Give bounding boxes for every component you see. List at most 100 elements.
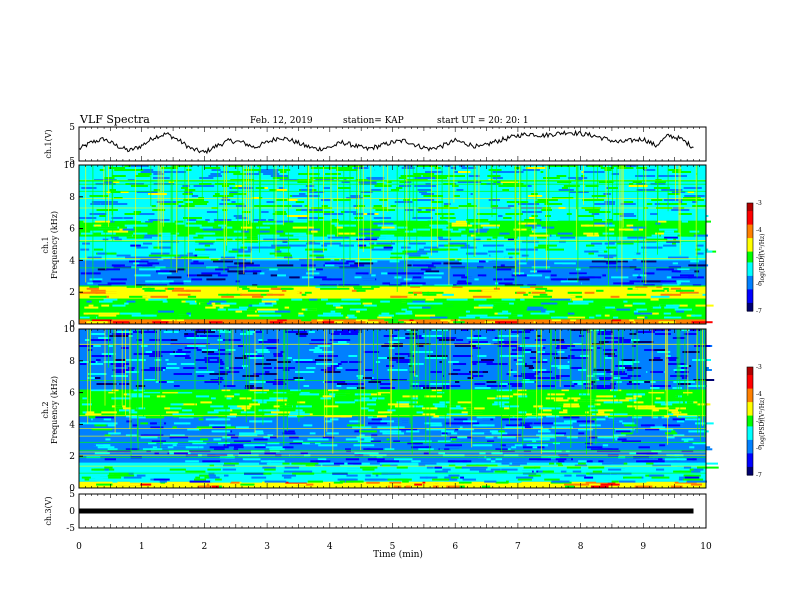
spectrogram-cell: [213, 393, 220, 396]
spectrogram-cell: [223, 282, 241, 285]
spectrogram-cell: [687, 401, 694, 404]
spectrogram-cell: [388, 351, 407, 353]
spectrogram-cell: [408, 363, 424, 365]
spectrogram-cell: [360, 308, 376, 311]
spectrogram-cell: [311, 389, 320, 392]
colorbar-cell: [747, 243, 753, 247]
spectrogram-cell: [309, 254, 324, 257]
spectrogram-cell: [655, 291, 664, 294]
spectrogram-cell: [241, 464, 259, 467]
spectrogram-cell: [601, 377, 613, 379]
spectrogram-cell: [107, 230, 129, 233]
spectrogram-cell: [595, 395, 614, 398]
spectrogram-cell: [654, 458, 663, 461]
colorbar-cell: [747, 372, 753, 376]
spectrogram-cell: [621, 319, 628, 322]
spectrogram-cell: [471, 466, 488, 469]
spectrogram-cell: [80, 361, 98, 363]
y-tick-label: -5: [66, 524, 75, 534]
spectrogram-cell: [336, 226, 343, 229]
spectrogram-cell: [481, 359, 495, 361]
spectrogram-cell: [646, 203, 653, 205]
spectrogram-cell: [227, 405, 246, 408]
spectrogram-cell: [425, 215, 443, 217]
spectrogram-cell: [226, 397, 232, 400]
spectrogram-cell: [507, 191, 518, 193]
spectrogram-cell: [688, 450, 701, 453]
spectrogram-cell: [469, 405, 485, 408]
spectrogram-cell: [149, 219, 170, 221]
spectrogram-cell: [152, 209, 171, 211]
spectrogram-cell: [616, 242, 634, 245]
spectrogram-cell: [124, 302, 129, 305]
spectrogram-cell: [170, 434, 185, 437]
spectrogram-cell: [331, 219, 339, 221]
y-tick-label: 2: [69, 288, 75, 298]
spectrogram-cell: [359, 228, 381, 231]
spectrogram-cell: [139, 379, 144, 381]
colorbar-cell: [747, 270, 753, 274]
spectrogram-cell: [94, 452, 110, 455]
spectrogram-cell: [554, 436, 567, 439]
spectrogram-cell: [688, 266, 694, 269]
spectrogram-cell: [523, 371, 536, 373]
spectrogram-cell: [583, 173, 596, 175]
spectrogram-cell: [406, 213, 417, 215]
spectrogram-cell: [204, 476, 210, 479]
spectrogram-cell: [110, 191, 121, 193]
spectrogram-cell: [323, 213, 344, 215]
spectrogram-cell: [104, 169, 123, 171]
spectrogram-cell: [426, 302, 448, 305]
spectrogram-cell: [355, 470, 364, 473]
spectrogram-cell: [299, 393, 320, 396]
spectrogram-cell: [270, 175, 289, 177]
spectrogram-cell: [365, 321, 379, 324]
spectrogram-cell: [523, 450, 531, 453]
spectrogram-cell: [276, 189, 288, 191]
spectrogram-cell: [453, 321, 465, 324]
spectrogram-cell: [659, 228, 678, 231]
spectrogram-cell: [291, 298, 303, 301]
spectrogram-cell: [410, 440, 432, 443]
spectrogram-cell: [281, 238, 299, 241]
spectrogram-cell: [368, 422, 390, 425]
spectrogram-cell: [144, 248, 151, 251]
spectrogram-cell: [195, 248, 205, 251]
spectrogram-cell: [332, 472, 348, 475]
spectrogram-cell: [358, 371, 366, 373]
colorbar-cell: [747, 251, 753, 255]
spectrogram-cell: [190, 262, 204, 265]
spectrogram-cell: [635, 175, 656, 177]
spectrogram-cell: [579, 276, 595, 279]
spectrogram-cell: [345, 480, 364, 483]
colorbar-cell: [747, 375, 753, 379]
spectrogram-cell: [411, 460, 421, 463]
spectrogram-cell: [634, 319, 645, 322]
spectrogram-cell: [511, 331, 531, 333]
spectrogram-cell: [670, 272, 679, 275]
spectrogram-cell: [589, 409, 598, 412]
spectrogram-cell: [233, 440, 251, 443]
spectrogram-cell: [183, 280, 191, 283]
spectrogram-cell: [615, 415, 628, 418]
spectrogram-cell: [572, 470, 582, 473]
spectrogram-cell: [443, 203, 451, 205]
spectrogram-cell: [151, 262, 160, 265]
spectrogram-cell: [355, 272, 369, 275]
spectrogram-cell: [341, 415, 352, 418]
spectrogram-cell: [328, 197, 345, 199]
spectrogram-cell: [141, 220, 146, 223]
spectrogram-cell: [86, 476, 109, 479]
spectrogram-cell: [223, 464, 235, 467]
spectrogram-cell: [495, 458, 503, 461]
spectrogram-cell: [679, 291, 699, 294]
spectrogram-cell: [526, 389, 539, 392]
spectrogram-cell: [80, 266, 86, 269]
spectrogram-cell: [268, 219, 274, 221]
spectrogram-cell: [225, 171, 241, 173]
spectrogram-cell: [593, 413, 616, 416]
spectrogram-cell: [420, 409, 426, 412]
spectrogram-cell: [225, 246, 233, 249]
spectrogram-cell: [277, 319, 287, 322]
spectrogram-cell: [318, 444, 338, 447]
